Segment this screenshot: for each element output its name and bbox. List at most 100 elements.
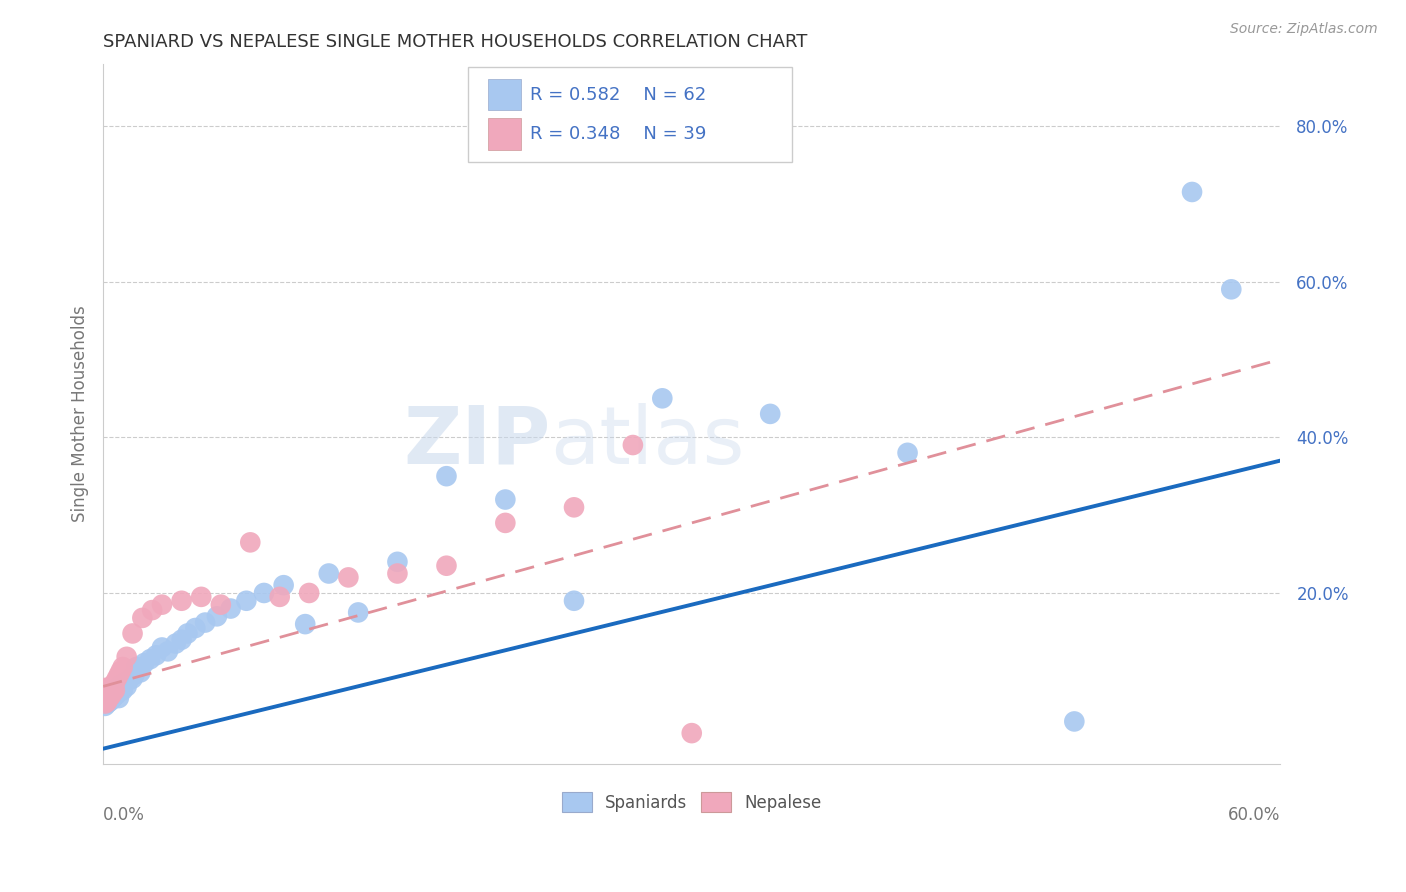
Point xyxy=(759,407,782,421)
Point xyxy=(681,726,703,740)
Point xyxy=(294,617,316,632)
Point xyxy=(337,570,360,584)
Point xyxy=(436,469,458,483)
Point xyxy=(121,626,143,640)
Point xyxy=(134,656,156,670)
Point xyxy=(156,644,179,658)
Point xyxy=(101,685,124,699)
Point xyxy=(896,446,918,460)
Point xyxy=(124,667,146,681)
Point xyxy=(94,681,117,695)
Point xyxy=(101,678,124,692)
Point xyxy=(108,681,131,695)
FancyBboxPatch shape xyxy=(488,118,522,150)
Point xyxy=(94,685,117,699)
Point xyxy=(96,692,118,706)
Point xyxy=(125,660,148,674)
Point xyxy=(131,611,153,625)
Point xyxy=(104,683,127,698)
Point xyxy=(105,681,128,695)
Point xyxy=(269,590,291,604)
Point xyxy=(111,683,134,698)
Point xyxy=(1063,714,1085,729)
Point xyxy=(98,695,121,709)
Point xyxy=(100,690,122,704)
Text: R = 0.348    N = 39: R = 0.348 N = 39 xyxy=(530,125,707,144)
Point xyxy=(318,566,340,581)
Point xyxy=(1220,282,1243,296)
Point xyxy=(98,687,121,701)
Point xyxy=(108,667,131,681)
Point xyxy=(108,691,131,706)
Point xyxy=(94,698,117,713)
Point xyxy=(96,683,118,698)
Point xyxy=(239,535,262,549)
Text: Source: ZipAtlas.com: Source: ZipAtlas.com xyxy=(1230,22,1378,37)
Point xyxy=(387,555,409,569)
Point xyxy=(150,640,173,655)
Point xyxy=(110,678,132,692)
Point xyxy=(494,492,516,507)
Point xyxy=(129,665,152,680)
Point xyxy=(150,598,173,612)
Legend: Spaniards, Nepalese: Spaniards, Nepalese xyxy=(555,785,828,819)
Point xyxy=(105,687,128,701)
Point xyxy=(96,695,118,709)
Point xyxy=(184,621,207,635)
Point xyxy=(298,586,321,600)
Point xyxy=(94,695,117,709)
Point xyxy=(176,626,198,640)
Point xyxy=(170,593,193,607)
Point xyxy=(94,691,117,706)
Point xyxy=(98,687,121,701)
Point xyxy=(115,649,138,664)
Point xyxy=(94,689,117,703)
Point xyxy=(117,673,139,688)
Text: atlas: atlas xyxy=(551,403,745,481)
Point xyxy=(94,685,117,699)
Point xyxy=(98,681,121,695)
Text: 60.0%: 60.0% xyxy=(1227,806,1281,824)
Point xyxy=(100,683,122,698)
Point xyxy=(170,632,193,647)
Point xyxy=(1181,185,1204,199)
Point xyxy=(101,687,124,701)
Point xyxy=(111,677,134,691)
Point xyxy=(121,672,143,686)
Point xyxy=(219,601,242,615)
Point xyxy=(98,691,121,706)
Point xyxy=(562,500,585,515)
Point xyxy=(94,697,117,711)
Point xyxy=(145,648,167,663)
Point xyxy=(165,637,187,651)
Point xyxy=(115,680,138,694)
Point xyxy=(100,685,122,699)
FancyBboxPatch shape xyxy=(468,67,792,161)
Point xyxy=(114,675,136,690)
Point xyxy=(101,691,124,706)
FancyBboxPatch shape xyxy=(488,78,522,111)
Point xyxy=(494,516,516,530)
Text: R = 0.582    N = 62: R = 0.582 N = 62 xyxy=(530,86,707,104)
Point xyxy=(205,609,228,624)
Text: SPANIARD VS NEPALESE SINGLE MOTHER HOUSEHOLDS CORRELATION CHART: SPANIARD VS NEPALESE SINGLE MOTHER HOUSE… xyxy=(103,33,807,51)
Point xyxy=(100,693,122,707)
Point xyxy=(104,683,127,698)
Point xyxy=(235,593,257,607)
Point xyxy=(194,615,217,630)
Text: 0.0%: 0.0% xyxy=(103,806,145,824)
Point xyxy=(94,689,117,703)
Point xyxy=(96,685,118,699)
Point xyxy=(100,689,122,703)
Point xyxy=(94,693,117,707)
Point xyxy=(651,392,673,406)
Point xyxy=(273,578,295,592)
Point xyxy=(562,593,585,607)
Point xyxy=(96,697,118,711)
Point xyxy=(111,660,134,674)
Point xyxy=(621,438,644,452)
Point xyxy=(94,693,117,707)
Point xyxy=(253,586,276,600)
Point xyxy=(110,664,132,678)
Point xyxy=(98,691,121,706)
